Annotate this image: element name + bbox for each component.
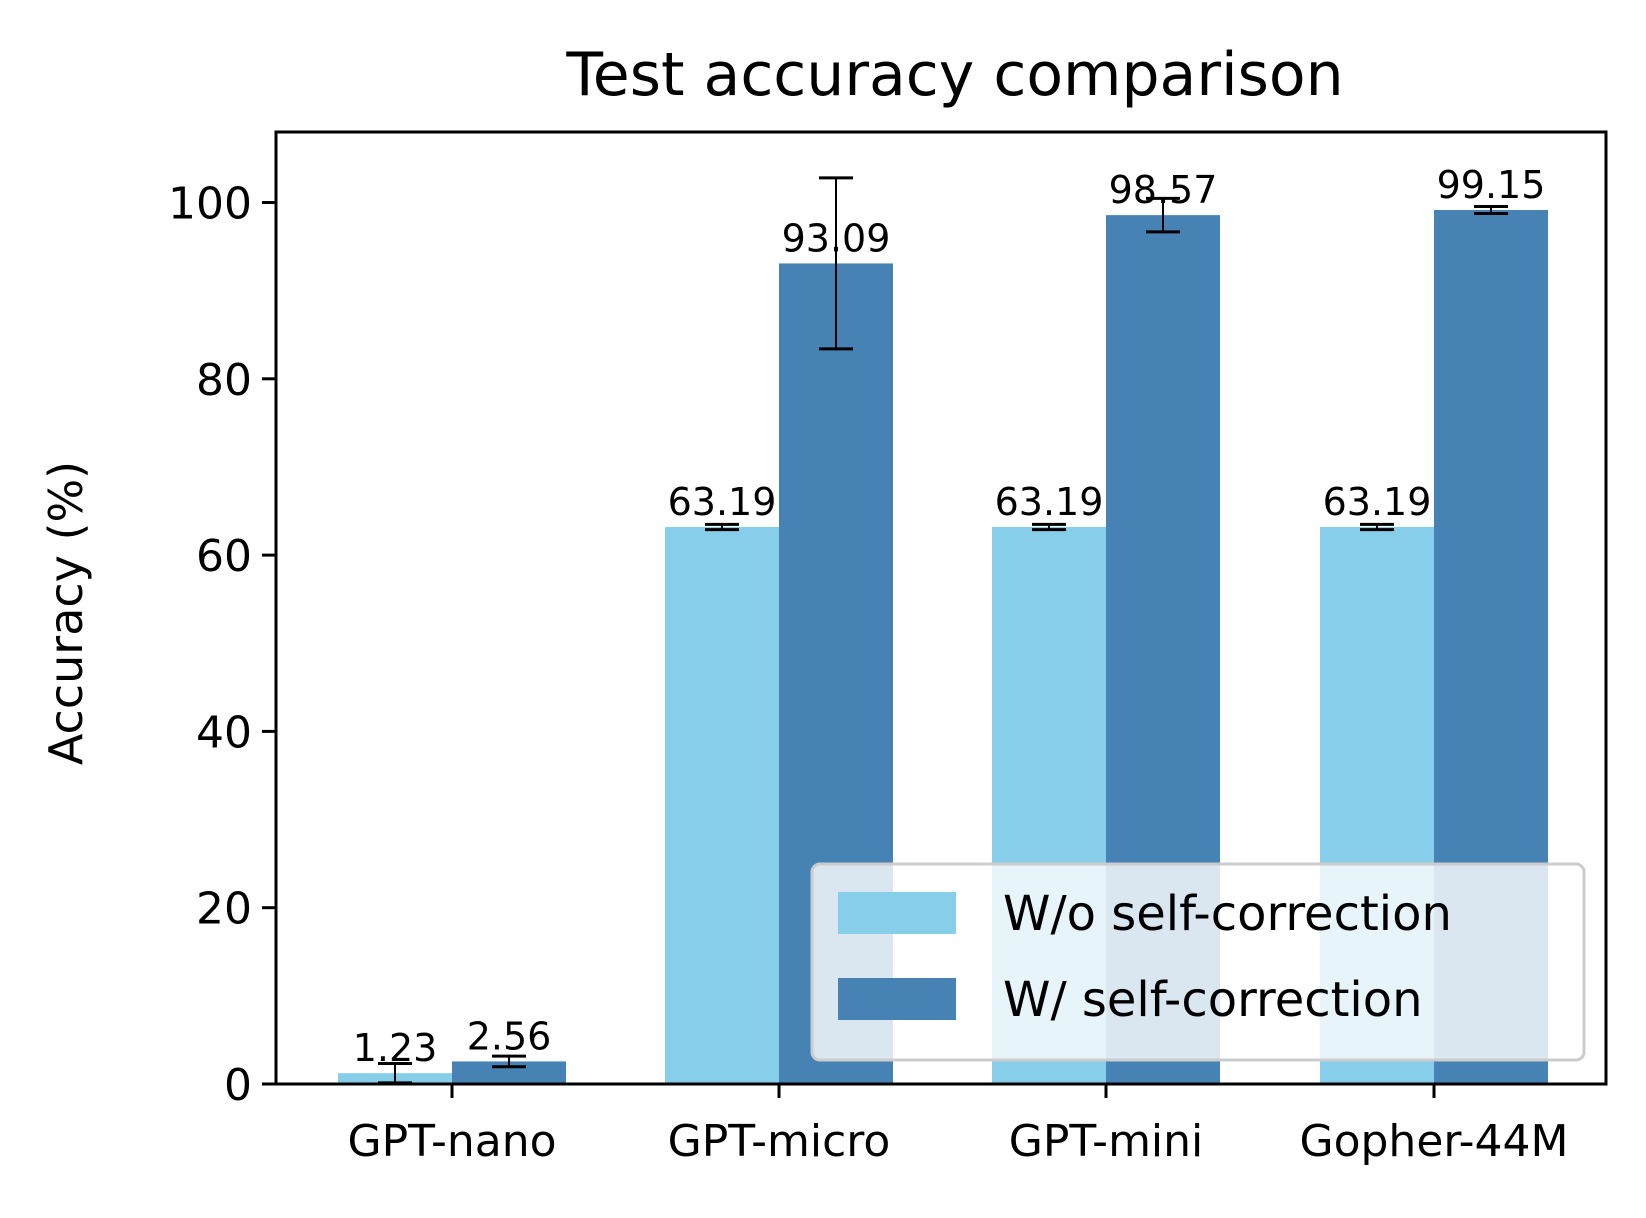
data-labels-group: 1.23 63.19 63.19 63.19 2.56 93.09 98.57 99.15 bbox=[353, 163, 1546, 1070]
bar-s0-gpt-micro bbox=[665, 526, 779, 1084]
y-axis: 0 20 40 60 80 100 bbox=[168, 179, 276, 1111]
data-label: 99.15 bbox=[1437, 163, 1546, 207]
chart-title: Test accuracy comparison bbox=[565, 40, 1343, 110]
y-tick-label: 40 bbox=[196, 707, 252, 758]
legend-swatch bbox=[838, 892, 956, 934]
x-tick-label: GPT-micro bbox=[668, 1116, 891, 1167]
x-tick-label: Gopher-44M bbox=[1299, 1116, 1568, 1167]
data-label: 98.57 bbox=[1109, 168, 1218, 212]
legend-swatch bbox=[838, 978, 956, 1020]
data-label: 93.09 bbox=[782, 216, 891, 260]
data-label: 2.56 bbox=[467, 1014, 552, 1058]
data-label: 63.19 bbox=[995, 480, 1104, 524]
legend-label: W/ self-correction bbox=[1003, 972, 1423, 1028]
y-tick-label: 0 bbox=[224, 1060, 252, 1111]
data-label: 63.19 bbox=[668, 480, 777, 524]
x-tick-label: GPT-mini bbox=[1009, 1116, 1204, 1167]
legend-box bbox=[810, 862, 1586, 1062]
x-tick-label: GPT-nano bbox=[348, 1116, 557, 1167]
data-label: 1.23 bbox=[353, 1026, 438, 1070]
data-label: 63.19 bbox=[1323, 480, 1432, 524]
bar-s1-gpt-nano bbox=[452, 1061, 566, 1084]
y-tick-label: 60 bbox=[196, 531, 252, 582]
y-tick-label: 100 bbox=[168, 179, 252, 230]
y-tick-label: 20 bbox=[196, 884, 252, 935]
y-axis-label: Accuracy (%) bbox=[39, 461, 93, 765]
y-tick-label: 80 bbox=[196, 355, 252, 406]
legend: W/o self-correction W/ self-correction bbox=[810, 862, 1586, 1062]
plot-frame bbox=[274, 130, 1608, 1086]
x-axis: GPT-nano GPT-micro GPT-mini Gopher-44M bbox=[348, 1084, 1569, 1167]
legend-label: W/o self-correction bbox=[1003, 886, 1452, 942]
